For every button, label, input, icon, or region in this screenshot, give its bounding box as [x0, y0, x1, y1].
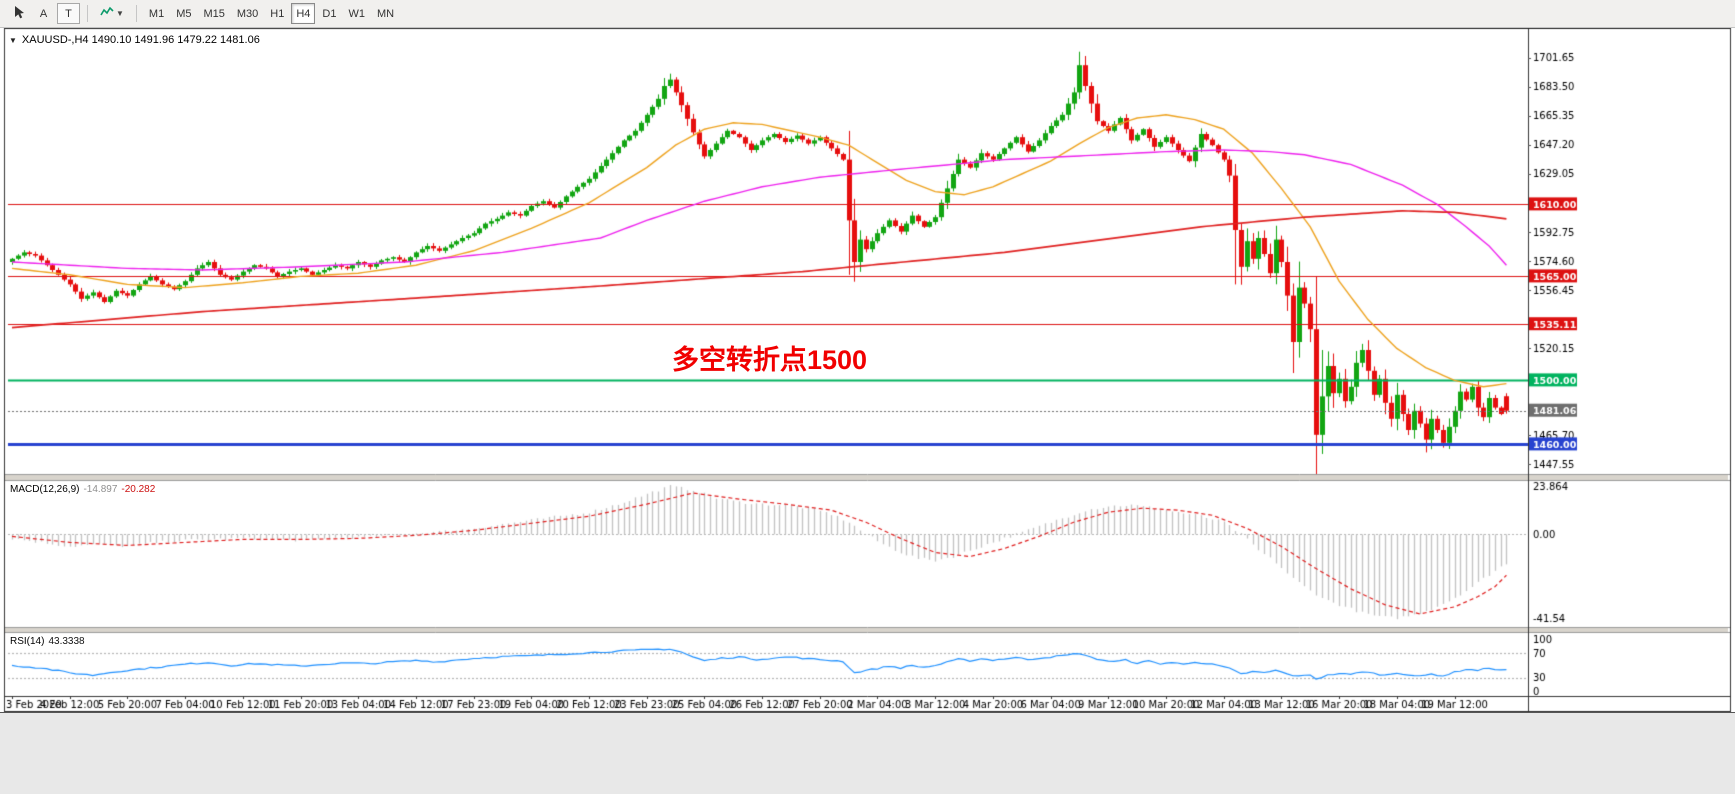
- timeframe-button-m15[interactable]: M15: [198, 3, 229, 24]
- chart-annotation-text: 多空转折点1500: [672, 345, 868, 375]
- chart-ohlc-readout: ▼ XAUUSD-,H4 1490.10 1491.96 1479.22 148…: [9, 34, 260, 46]
- timeframe-button-m30[interactable]: M30: [232, 3, 263, 24]
- cursor-tool-button[interactable]: [7, 3, 30, 24]
- rsi-name: RSI(14): [10, 636, 45, 647]
- symbol-dropdown-icon: ▼: [9, 35, 17, 45]
- arrow-text-tool-button[interactable]: A: [32, 3, 55, 24]
- macd-name: MACD(12,26,9): [10, 484, 80, 495]
- indicator-wave-icon: [100, 6, 114, 21]
- bottom-panel: [0, 712, 1735, 794]
- macd-main-value: -14.897: [83, 484, 118, 495]
- timeframe-button-m1[interactable]: M1: [144, 3, 169, 24]
- timeframe-button-w1[interactable]: W1: [343, 3, 370, 24]
- timeframe-button-d1[interactable]: D1: [317, 3, 341, 24]
- timeframe-button-m5[interactable]: M5: [171, 3, 196, 24]
- indicators-dropdown-button[interactable]: ▼: [95, 3, 129, 24]
- timeframe-button-h4[interactable]: H4: [291, 3, 316, 24]
- chart-window: ▼ XAUUSD-,H4 1490.10 1491.96 1479.22 148…: [0, 28, 1735, 712]
- cursor-icon: [13, 5, 25, 22]
- toolbar-separator: [135, 5, 137, 22]
- rsi-label: RSI(14) 43.3338: [10, 636, 85, 647]
- toolbar: A T ▼ M1 M5 M15 M30 H1 H4 D1 W1 MN: [0, 0, 1735, 28]
- chart-title-text: XAUUSD-,H4 1490.10 1491.96 1479.22 1481.…: [21, 34, 260, 46]
- price-chart-canvas[interactable]: [0, 28, 1735, 712]
- rsi-value: 43.3338: [48, 636, 85, 647]
- macd-label: MACD(12,26,9) -14.897 -20.282: [10, 484, 155, 495]
- timeframe-button-h1[interactable]: H1: [265, 3, 289, 24]
- timeframe-button-mn[interactable]: MN: [372, 3, 399, 24]
- timeframe-group: M1 M5 M15 M30 H1 H4 D1 W1 MN: [143, 3, 400, 24]
- chevron-down-icon: ▼: [116, 9, 124, 18]
- macd-signal-value: -20.282: [121, 484, 156, 495]
- text-tool-button[interactable]: T: [57, 3, 80, 24]
- toolbar-separator: [87, 5, 88, 22]
